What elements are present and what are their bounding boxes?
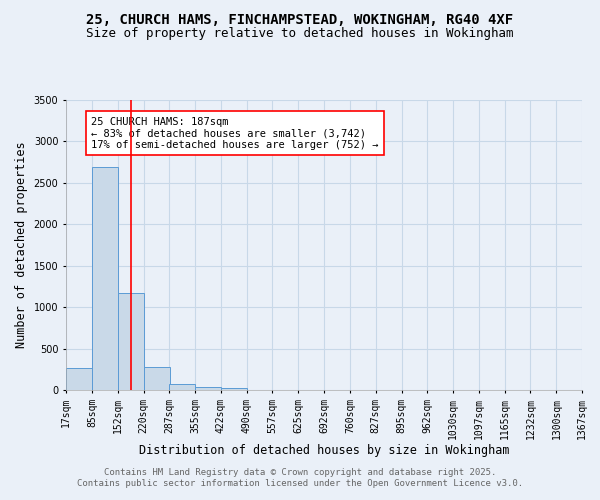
Bar (195, 386, 221, 390)
Text: 25, CHURCH HAMS, FINCHAMPSTEAD, WOKINGHAM, RG40 4XF: 25, CHURCH HAMS, FINCHAMPSTEAD, WOKINGHA… (86, 12, 514, 26)
Text: Size of property relative to detached houses in Wokingham: Size of property relative to detached ho… (86, 28, 514, 40)
Text: 25 CHURCH HAMS: 187sqm
← 83% of detached houses are smaller (3,742)
17% of semi-: 25 CHURCH HAMS: 187sqm ← 83% of detached… (91, 116, 379, 150)
Bar (92, 167, 118, 390)
Text: Contains HM Land Registry data © Crown copyright and database right 2025.
Contai: Contains HM Land Registry data © Crown c… (77, 468, 523, 487)
Bar (143, 367, 170, 390)
Bar (221, 388, 247, 390)
Bar (118, 292, 143, 390)
Bar (66, 368, 92, 390)
Bar (169, 384, 195, 390)
Y-axis label: Number of detached properties: Number of detached properties (15, 142, 28, 348)
X-axis label: Distribution of detached houses by size in Wokingham: Distribution of detached houses by size … (139, 444, 509, 458)
